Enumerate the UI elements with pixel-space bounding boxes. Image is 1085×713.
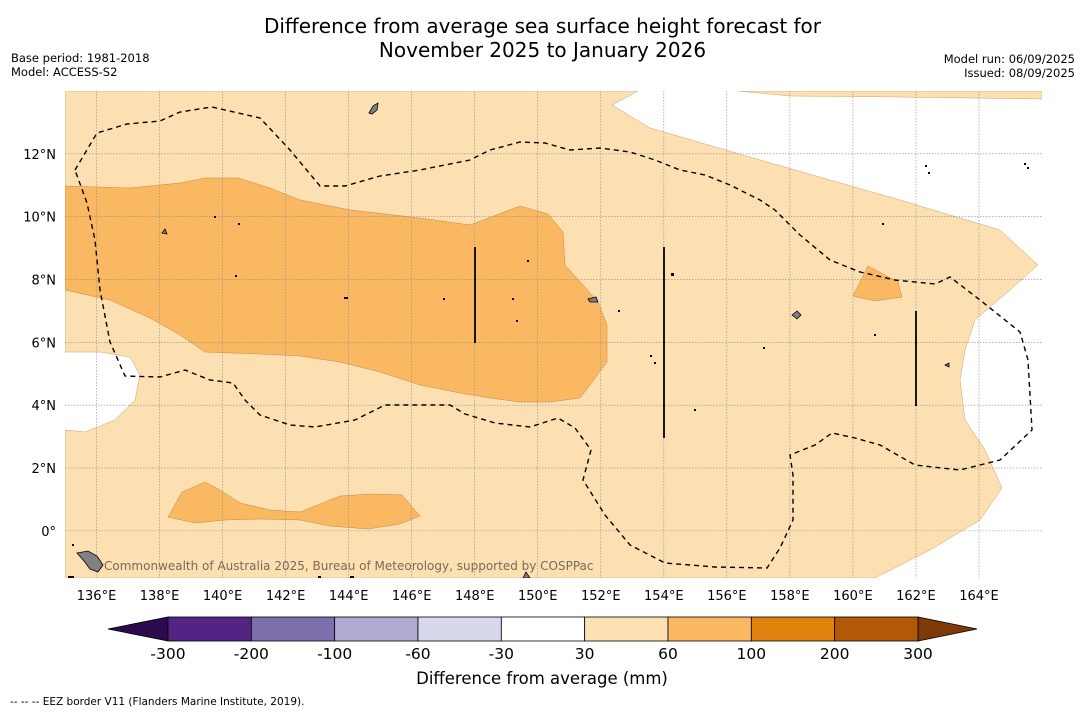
lat-tick-label: 0° [41, 525, 56, 540]
lon-tick-label: 156°E [707, 589, 747, 604]
atolls [68, 163, 1029, 578]
longitude-labels: 136°E 138°E 140°E 142°E 144°E 146°E 148°E 150°E… [77, 589, 999, 604]
anomaly-region-60-100-south [167, 481, 421, 530]
atoll-5 [344, 297, 348, 299]
atoll-23 [350, 576, 354, 578]
meta-right: Model run: 06/09/2025 Issued: 08/09/2025 [944, 52, 1075, 80]
model-run: Model run: 06/09/2025 [943, 52, 1075, 66]
colorbar-label: 30 [575, 645, 595, 663]
lat-tick-label: 6°N [32, 336, 57, 351]
island-manus [522, 571, 531, 578]
atoll-20 [618, 310, 620, 312]
anomaly-region-60-100-east [852, 265, 903, 302]
colorbar-label: 200 [820, 645, 850, 663]
lon-tick-label: 162°E [896, 589, 936, 604]
lat-tick-label: 12°N [23, 148, 56, 163]
model-name: Model: ACCESS-S2 [11, 65, 118, 79]
island-pohnpei [791, 310, 802, 320]
lat-tick-label: 8°N [32, 274, 57, 289]
colorbar-label: -300 [150, 645, 185, 663]
colorbar-swatch [250, 616, 336, 642]
colorbar-label: -200 [234, 645, 269, 663]
lon-tick-label: 160°E [833, 589, 873, 604]
atoll-12 [882, 223, 884, 225]
colorbar-label: -60 [405, 645, 430, 663]
colorbar-swatch [334, 616, 419, 642]
atoll-9 [694, 409, 696, 411]
island-chuuk-a [587, 296, 599, 303]
atoll-2 [512, 298, 514, 300]
colorbar-swatch [500, 616, 586, 642]
lon-tick-label: 150°E [518, 589, 558, 604]
gridlines [65, 91, 1042, 578]
lat-tick-label: 10°N [23, 211, 56, 226]
latitude-labels: 0° 2°N 4°N 6°N 8°N 10°N 12°N [23, 148, 56, 540]
colorbar-label: -30 [489, 645, 514, 663]
atoll-14 [928, 172, 930, 174]
atoll-4 [443, 298, 445, 300]
lon-tick-label: 148°E [455, 589, 495, 604]
colorbar-label: 100 [737, 645, 767, 663]
lon-tick-label: 138°E [140, 589, 180, 604]
colorbar-swatch [167, 616, 252, 642]
lon-tick-label: 142°E [266, 589, 306, 604]
lon-tick-label: 154°E [644, 589, 684, 604]
atoll-10 [763, 347, 765, 349]
lat-tick-label: 2°N [32, 462, 57, 477]
title-line-1: Difference from average sea surface heig… [263, 14, 822, 38]
atoll-11 [874, 334, 876, 336]
colorbar-max-extend [917, 616, 978, 642]
atoll-19 [214, 216, 216, 218]
eez-footnote: -- -- -- EEZ border V11 (Flanders Marine… [10, 696, 305, 708]
colorbar-label: -100 [317, 645, 352, 663]
lon-tick-label: 136°E [77, 589, 117, 604]
colorbar-swatch [834, 616, 919, 642]
atoll-18 [238, 223, 240, 225]
colorbar-label: 60 [658, 645, 678, 663]
meta-left: Base period: 1981-2018 Model: ACCESS-S2 [11, 51, 150, 79]
colorbar-swatch [417, 616, 502, 642]
atoll-3 [516, 320, 518, 322]
colorbar: -300 -200 -100 -60 -30 30 60 100 200 300 [107, 616, 978, 663]
lat-tick-label: 4°N [32, 399, 57, 414]
island-yap [161, 228, 168, 235]
colorbar-swatch [584, 616, 669, 642]
island-kosrae [944, 362, 950, 368]
island-guam [368, 102, 379, 115]
lon-tick-label: 158°E [770, 589, 810, 604]
atoll-6 [671, 273, 674, 276]
colorbar-label: 300 [903, 645, 933, 663]
islands [76, 102, 950, 578]
colorbar-min-extend [107, 616, 169, 642]
map-credit: Commonwealth of Australia 2025, Bureau o… [104, 559, 594, 573]
title-line-2: November 2025 to January 2026 [378, 38, 707, 62]
atoll-7 [650, 355, 652, 357]
colorbar-swatch [667, 616, 752, 642]
base-period: Base period: 1981-2018 [11, 51, 150, 65]
colorbar-swatch [750, 616, 836, 642]
atoll-15 [1024, 163, 1026, 165]
anomaly-region-60-100-west [65, 177, 608, 403]
atoll-16 [1027, 167, 1029, 169]
lon-tick-label: 152°E [581, 589, 621, 604]
map-title: Difference from average sea surface heig… [0, 14, 1085, 62]
island-new-guinea-coast [76, 550, 104, 573]
atoll-17 [235, 275, 237, 277]
issued-date: Issued: 08/09/2025 [964, 66, 1075, 80]
lon-tick-label: 140°E [203, 589, 243, 604]
atoll-24 [68, 576, 74, 578]
atoll-22 [318, 576, 321, 578]
lon-tick-label: 146°E [392, 589, 432, 604]
lon-tick-label: 144°E [329, 589, 369, 604]
atoll-8 [654, 362, 656, 364]
colorbar-title: Difference from average (mm) [416, 669, 668, 688]
atoll-1 [527, 260, 529, 262]
anomaly-region-30-60-north [737, 91, 1042, 100]
map-plot-area: Commonwealth of Australia 2025, Bureau o… [65, 91, 1042, 578]
atoll-21 [72, 544, 74, 546]
lon-tick-label: 164°E [959, 589, 999, 604]
atoll-13 [925, 165, 927, 167]
